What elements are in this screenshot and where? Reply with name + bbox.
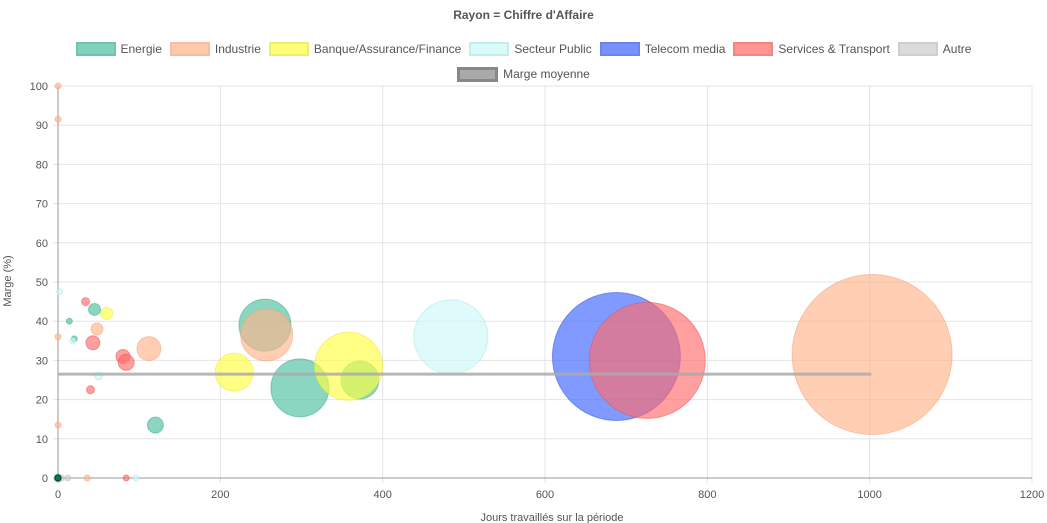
x-axis-title: Jours travaillés sur la période <box>480 512 623 523</box>
bubble-energie[interactable] <box>88 302 102 316</box>
y-tick-label: 0 <box>42 473 48 485</box>
bubble-services-transport[interactable] <box>85 385 95 395</box>
bubble-energie[interactable] <box>65 317 73 325</box>
legend: Energie Industrie Banque/Assurance/Finance… <box>20 38 1027 89</box>
legend-label: Energie <box>120 42 162 56</box>
legend-swatch <box>469 42 510 56</box>
bubble-banque-assurance-finance[interactable] <box>214 352 254 392</box>
bubble-industrie[interactable] <box>240 308 294 362</box>
legend-label: Industrie <box>214 42 261 56</box>
bubble-secteur-public[interactable] <box>132 474 140 482</box>
x-tick-label: 400 <box>373 489 391 501</box>
bubble-secteur-public[interactable] <box>69 337 77 345</box>
y-axis-title: Marge (%) <box>2 255 14 306</box>
chart-title: Rayon = Chiffre d'Affaire <box>453 8 594 22</box>
legend-label: Telecom media <box>644 42 726 56</box>
legend-item-banque-assurance-finance[interactable]: Banque/Assurance/Finance <box>268 38 462 60</box>
bubble-secteur-public[interactable] <box>56 288 64 296</box>
legend-item-autre[interactable]: Autre <box>897 38 972 60</box>
legend-swatch <box>457 66 499 82</box>
bubble-industrie[interactable] <box>90 322 104 336</box>
x-tick-label: 600 <box>536 489 554 501</box>
legend-item-industrie[interactable]: Industrie <box>169 38 261 60</box>
bubble-services-transport[interactable] <box>85 335 101 351</box>
y-tick-label: 10 <box>36 434 48 446</box>
legend-swatch <box>897 42 938 56</box>
legend-label: Banque/Assurance/Finance <box>313 42 462 56</box>
legend-item-energie[interactable]: Energie <box>75 38 162 60</box>
y-tick-label: 20 <box>36 395 48 407</box>
bubble-industrie[interactable] <box>54 333 62 341</box>
legend-label: Secteur Public <box>514 42 592 56</box>
bubble-industrie[interactable] <box>136 336 162 362</box>
bubble-industrie[interactable] <box>54 115 62 123</box>
y-tick-label: 40 <box>36 316 48 328</box>
legend-swatch <box>268 42 309 56</box>
bubble-secteur-public[interactable] <box>413 299 489 375</box>
legend-item-telecom-media[interactable]: Telecom media <box>599 38 726 60</box>
bubble-industrie[interactable] <box>54 82 62 90</box>
x-tick-label: 1200 <box>1020 489 1044 501</box>
bubble-autre[interactable] <box>64 474 72 482</box>
x-tick-label: 800 <box>698 489 716 501</box>
x-tick-label: 1000 <box>857 489 881 501</box>
origin-point[interactable] <box>54 474 62 482</box>
legend-item-services-transport[interactable]: Services & Transport <box>733 38 890 60</box>
legend-swatch <box>599 42 640 56</box>
y-tick-label: 30 <box>36 355 48 367</box>
legend-swatch <box>169 42 210 56</box>
bubble-industrie[interactable] <box>83 474 91 482</box>
x-tick-label: 200 <box>211 489 229 501</box>
bubble-industrie[interactable] <box>791 274 953 436</box>
data-marks <box>53 82 953 483</box>
legend-label: Marge moyenne <box>503 67 590 81</box>
bubble-industrie[interactable] <box>54 421 62 429</box>
bubble-services-transport[interactable] <box>588 301 706 419</box>
legend-item-marge-moyenne[interactable]: Marge moyenne <box>457 63 590 85</box>
legend-swatch <box>75 42 116 56</box>
y-tick-label: 100 <box>30 81 48 93</box>
x-tick-label: 0 <box>55 489 61 501</box>
y-tick-label: 90 <box>36 120 48 132</box>
y-tick-label: 80 <box>36 159 48 171</box>
legend-label: Autre <box>942 42 972 56</box>
bubble-energie[interactable] <box>146 416 164 434</box>
bubble-services-transport[interactable] <box>122 474 130 482</box>
legend-swatch <box>733 42 774 56</box>
legend-label: Services & Transport <box>778 42 890 56</box>
bubble-services-transport[interactable] <box>81 297 91 307</box>
y-tick-label: 60 <box>36 238 48 250</box>
legend-item-secteur-public[interactable]: Secteur Public <box>469 38 592 60</box>
bubble-banque-assurance-finance[interactable] <box>314 331 384 401</box>
y-tick-label: 50 <box>36 277 48 289</box>
y-tick-label: 70 <box>36 199 48 211</box>
bubble-banque-assurance-finance[interactable] <box>100 306 114 320</box>
bubble-services-transport[interactable] <box>117 353 135 371</box>
